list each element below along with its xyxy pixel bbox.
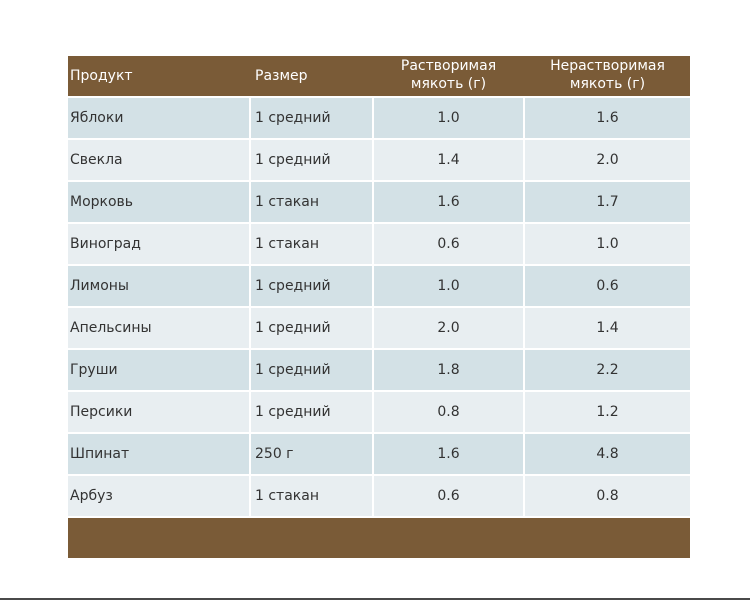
- table-row: Персики 1 средний 0.8 1.2: [68, 392, 690, 432]
- table-row: Свекла 1 средний 1.4 2.0: [68, 140, 690, 180]
- column-divider: [523, 434, 525, 474]
- cell-soluble: 1.8: [437, 362, 460, 378]
- cell-product: Виноград: [70, 236, 141, 252]
- column-divider: [249, 308, 251, 348]
- cell-size: 1 стакан: [255, 194, 319, 210]
- cell-product: Апельсины: [70, 320, 152, 336]
- cell-product: Морковь: [70, 194, 134, 210]
- cell-insoluble: 4.8: [596, 446, 619, 462]
- column-divider: [372, 182, 374, 222]
- column-divider: [249, 140, 251, 180]
- column-divider: [372, 140, 374, 180]
- column-divider: [372, 266, 374, 306]
- cell-insoluble: 0.6: [596, 278, 619, 294]
- cell-size: 1 средний: [255, 278, 331, 294]
- table-row: Арбуз 1 стакан 0.6 0.8: [68, 476, 690, 516]
- cell-soluble: 1.6: [437, 446, 460, 462]
- column-divider: [523, 350, 525, 390]
- cell-insoluble: 0.8: [596, 488, 619, 504]
- fiber-table: Продукт Размер Растворимая мякоть (г) Не…: [68, 56, 690, 558]
- cell-size: 1 средний: [255, 152, 331, 168]
- column-divider: [249, 182, 251, 222]
- table-header: Продукт Размер Растворимая мякоть (г) Не…: [68, 56, 690, 96]
- column-divider: [249, 434, 251, 474]
- header-product: Продукт: [70, 68, 133, 84]
- cell-soluble: 0.6: [437, 236, 460, 252]
- table-row: Апельсины 1 средний 2.0 1.4: [68, 308, 690, 348]
- header-size: Размер: [255, 68, 308, 84]
- header-insoluble: Нерастворимая мякоть (г): [550, 58, 665, 92]
- cell-insoluble: 2.0: [596, 152, 619, 168]
- cell-soluble: 1.0: [437, 110, 460, 126]
- cell-soluble: 0.6: [437, 488, 460, 504]
- column-divider: [249, 224, 251, 264]
- column-divider: [372, 308, 374, 348]
- cell-product: Лимоны: [70, 278, 129, 294]
- column-divider: [523, 224, 525, 264]
- cell-insoluble: 1.6: [596, 110, 619, 126]
- cell-soluble: 1.0: [437, 278, 460, 294]
- cell-product: Яблоки: [70, 110, 124, 126]
- column-divider: [523, 308, 525, 348]
- header-soluble: Растворимая мякоть (г): [400, 58, 497, 92]
- table-row: Лимоны 1 средний 1.0 0.6: [68, 266, 690, 306]
- column-divider: [372, 98, 374, 138]
- table-footer-bar: [68, 518, 690, 558]
- cell-size: 1 средний: [255, 404, 331, 420]
- cell-insoluble: 1.7: [596, 194, 619, 210]
- page-bottom-divider: [0, 598, 750, 600]
- column-divider: [249, 350, 251, 390]
- table-row: Груши 1 средний 1.8 2.2: [68, 350, 690, 390]
- cell-soluble: 1.6: [437, 194, 460, 210]
- cell-soluble: 0.8: [437, 404, 460, 420]
- cell-size: 1 средний: [255, 362, 331, 378]
- column-divider: [249, 476, 251, 516]
- cell-product: Арбуз: [70, 488, 113, 504]
- cell-size: 1 стакан: [255, 488, 319, 504]
- column-divider: [523, 140, 525, 180]
- column-divider: [249, 98, 251, 138]
- table-row: Морковь 1 стакан 1.6 1.7: [68, 182, 690, 222]
- column-divider: [523, 182, 525, 222]
- column-divider: [523, 98, 525, 138]
- cell-size: 250 г: [255, 446, 294, 462]
- table-row: Яблоки 1 средний 1.0 1.6: [68, 98, 690, 138]
- cell-size: 1 стакан: [255, 236, 319, 252]
- column-divider: [249, 266, 251, 306]
- column-divider: [372, 434, 374, 474]
- cell-soluble: 1.4: [437, 152, 460, 168]
- cell-size: 1 средний: [255, 110, 331, 126]
- cell-insoluble: 1.2: [596, 404, 619, 420]
- cell-product: Свекла: [70, 152, 123, 168]
- cell-product: Груши: [70, 362, 118, 378]
- cell-insoluble: 1.0: [596, 236, 619, 252]
- column-divider: [523, 266, 525, 306]
- cell-soluble: 2.0: [437, 320, 460, 336]
- column-divider: [372, 350, 374, 390]
- table-row: Виноград 1 стакан 0.6 1.0: [68, 224, 690, 264]
- column-divider: [372, 476, 374, 516]
- column-divider: [249, 392, 251, 432]
- column-divider: [372, 392, 374, 432]
- table-row: Шпинат 250 г 1.6 4.8: [68, 434, 690, 474]
- cell-size: 1 средний: [255, 320, 331, 336]
- column-divider: [523, 392, 525, 432]
- cell-insoluble: 1.4: [596, 320, 619, 336]
- column-divider: [372, 224, 374, 264]
- column-divider: [523, 476, 525, 516]
- cell-insoluble: 2.2: [596, 362, 619, 378]
- cell-product: Шпинат: [70, 446, 130, 462]
- cell-product: Персики: [70, 404, 133, 420]
